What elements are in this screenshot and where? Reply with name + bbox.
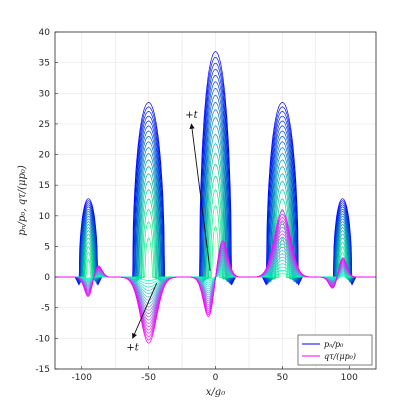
annotation-label: +t (126, 342, 139, 353)
x-axis-label: x/g₀ (206, 387, 225, 398)
x-tick-label: 0 (213, 373, 219, 383)
y-tick-label: 20 (39, 151, 51, 161)
x-tick-label: 50 (277, 373, 289, 383)
legend: pₙ/p₀ qτ/(μp₀) (297, 334, 373, 366)
y-tick-label: 15 (39, 181, 50, 191)
legend-label: qτ/(μp₀) (324, 352, 356, 361)
y-tick-label: 0 (44, 273, 50, 283)
y-axis-label: pₙ/p₀, qτ/(μp₀) (17, 165, 28, 236)
x-tick-label: -50 (141, 373, 156, 383)
annotations: +t +t (126, 110, 211, 353)
x-tick-label: -100 (72, 373, 93, 383)
annotation-arrow (189, 123, 211, 272)
y-tick-label: -5 (41, 304, 50, 314)
shear-curve (55, 210, 376, 344)
y-tick-label: -15 (35, 365, 50, 375)
y-tick-label: 10 (39, 212, 51, 222)
x-axis: -100 -50 0 50 100 (72, 366, 358, 383)
x-tick-label: 100 (341, 373, 358, 383)
y-tick-label: 40 (39, 28, 51, 38)
annotation-label: +t (185, 110, 198, 121)
y-tick-label: 5 (44, 242, 50, 252)
legend-label: pₙ/p₀ (324, 340, 344, 349)
y-axis: -15 -10 -5 0 5 10 15 20 25 30 35 40 (35, 28, 58, 375)
y-tick-label: 35 (39, 59, 50, 69)
legend-box (297, 334, 373, 366)
annotation-arrow (132, 283, 158, 339)
y-tick-label: 25 (39, 120, 50, 130)
y-tick-label: 30 (39, 89, 51, 99)
y-tick-label: -10 (35, 334, 50, 344)
series-shear (55, 210, 376, 344)
